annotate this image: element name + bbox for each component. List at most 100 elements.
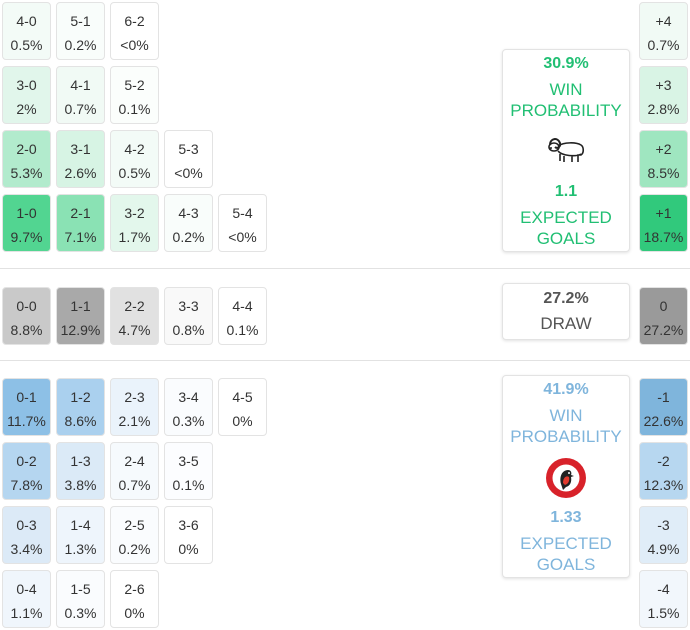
scoreline-cell-away: 4-5 0% (218, 378, 267, 436)
score-probability: <0% (228, 229, 257, 245)
score-label: 3-6 (178, 517, 199, 533)
scoreline-cell-draw: 0-0 8.8% (2, 287, 51, 345)
margin-cell: +1 18.7% (639, 194, 688, 252)
scoreline-cell-home: 3-1 2.6% (56, 130, 105, 188)
margin-probability: 2.8% (647, 101, 680, 117)
score-label: 1-4 (70, 517, 91, 533)
score-label: 3-3 (178, 298, 199, 314)
score-probability: 7.1% (64, 229, 97, 245)
margin-probability: 27.2% (643, 322, 684, 338)
scoreline-cell-away: 2-3 2.1% (110, 378, 159, 436)
score-label: 4-3 (178, 205, 199, 221)
scoreline-cell-away: 2-5 0.2% (110, 506, 159, 564)
scoreline-cell-draw: 2-2 4.7% (110, 287, 159, 345)
score-probability: 0.2% (64, 37, 97, 53)
margin-cell: 0 27.2% (639, 287, 688, 345)
score-probability: 0.3% (64, 605, 97, 621)
scoreline-cell-home: 2-1 7.1% (56, 194, 105, 252)
score-probability: 2% (16, 101, 37, 117)
score-label: 3-5 (178, 453, 199, 469)
score-probability: 4.7% (118, 322, 151, 338)
scoreline-cell-home: 3-2 1.7% (110, 194, 159, 252)
divider-bottom (0, 360, 690, 361)
margin-probability: 4.9% (647, 541, 680, 557)
scoreline-cell-away: 1-2 8.6% (56, 378, 105, 436)
draw-pct: 27.2% (543, 290, 589, 307)
score-label: 0-2 (16, 453, 37, 469)
margin-probability: 8.5% (647, 165, 680, 181)
score-probability: 12.9% (60, 322, 101, 338)
away-xg-value: 1.33 (550, 509, 582, 526)
margin-label: +4 (655, 13, 672, 29)
score-label: 0-1 (16, 389, 37, 405)
score-probability: 0.5% (10, 37, 43, 53)
score-label: 5-3 (178, 141, 199, 157)
score-label: 1-1 (70, 298, 91, 314)
scoreline-cell-away: 3-6 0% (164, 506, 213, 564)
score-probability: 1.3% (64, 541, 97, 557)
margin-cell: -4 1.5% (639, 570, 688, 628)
score-probability: 1.1% (10, 605, 43, 621)
draw-label: DRAW (540, 314, 592, 333)
margin-label: +1 (655, 205, 672, 221)
home-win-label-1: WIN (549, 80, 583, 99)
scoreline-cell-home: 3-0 2% (2, 66, 51, 124)
score-label: 1-5 (70, 581, 91, 597)
scoreline-cell-home: 5-2 0.1% (110, 66, 159, 124)
margin-cell: +4 0.7% (639, 2, 688, 60)
home-win-panel: 30.9% WIN PROBABILITY 1.1 EXPECTED GOALS (502, 49, 630, 252)
margin-label: -1 (657, 389, 670, 405)
robin-crest-icon (503, 457, 629, 503)
scoreline-cell-draw: 4-4 0.1% (218, 287, 267, 345)
away-win-label-2: PROBABILITY (510, 427, 622, 446)
score-label: 0-4 (16, 581, 37, 597)
divider-top (0, 268, 690, 269)
score-label: 1-0 (16, 205, 37, 221)
score-probability: 2.6% (64, 165, 97, 181)
score-label: 1-2 (70, 389, 91, 405)
score-probability: 0.5% (118, 165, 151, 181)
score-probability: <0% (120, 37, 149, 53)
score-probability: 9.7% (10, 229, 43, 245)
score-probability: 0% (232, 413, 253, 429)
margin-label: -2 (657, 453, 670, 469)
margin-label: +2 (655, 141, 672, 157)
scoreline-cell-away: 3-4 0.3% (164, 378, 213, 436)
score-label: 4-5 (232, 389, 253, 405)
score-probability: <0% (174, 165, 203, 181)
margin-cell: -3 4.9% (639, 506, 688, 564)
scoreline-cell-away: 0-2 7.8% (2, 442, 51, 500)
margin-probability: 0.7% (647, 37, 680, 53)
away-xg-label-1: EXPECTED (520, 534, 612, 553)
scoreline-cell-home: 4-1 0.7% (56, 66, 105, 124)
score-label: 3-4 (178, 389, 199, 405)
away-xg-label-2: GOALS (536, 555, 596, 574)
margin-label: -3 (657, 517, 670, 533)
margin-label: 0 (659, 298, 668, 314)
score-label: 2-2 (124, 298, 145, 314)
scoreline-cell-away: 0-4 1.1% (2, 570, 51, 628)
scoreline-cell-draw: 3-3 0.8% (164, 287, 213, 345)
away-win-panel: 41.9% WIN PROBABILITY 1.33 EXPECTED GOAL… (502, 375, 630, 578)
home-win-pct: 30.9% (543, 55, 589, 72)
home-win-label-2: PROBABILITY (510, 101, 622, 120)
score-probability: 2.1% (118, 413, 151, 429)
home-xg-label-1: EXPECTED (520, 208, 612, 227)
scoreline-cell-home: 4-3 0.2% (164, 194, 213, 252)
score-probability: 11.7% (7, 413, 46, 429)
score-label: 4-2 (124, 141, 145, 157)
score-label: 2-5 (124, 517, 145, 533)
score-probability: 0.3% (172, 413, 205, 429)
margin-probability: 22.6% (643, 413, 684, 429)
scoreline-cell-away: 1-4 1.3% (56, 506, 105, 564)
score-label: 5-2 (124, 77, 145, 93)
score-label: 6-2 (124, 13, 145, 29)
score-label: 2-1 (70, 205, 91, 221)
scoreline-cell-home: 1-0 9.7% (2, 194, 51, 252)
score-label: 1-3 (70, 453, 91, 469)
margin-cell: +2 8.5% (639, 130, 688, 188)
score-probability: 0.1% (226, 322, 259, 338)
scoreline-cell-home: 6-2 <0% (110, 2, 159, 60)
scoreline-cell-away: 1-3 3.8% (56, 442, 105, 500)
scoreline-cell-home: 5-4 <0% (218, 194, 267, 252)
